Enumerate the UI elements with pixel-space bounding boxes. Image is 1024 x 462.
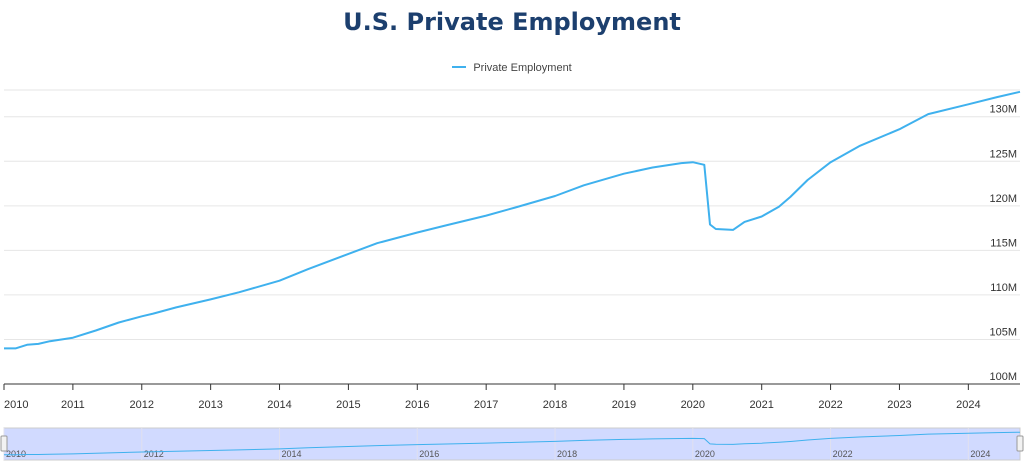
x-tick-label: 2020: [681, 399, 705, 411]
navigator-tick-label: 2024: [970, 449, 990, 459]
navigator-selection[interactable]: [3, 427, 1021, 461]
y-tick-label: 100M: [989, 371, 1017, 383]
x-tick-label: 2023: [887, 399, 911, 411]
x-tick-label: 2013: [198, 399, 222, 411]
gridlines: [4, 89, 1020, 340]
y-tick-label: 115M: [990, 237, 1017, 249]
series-layer: [4, 90, 1021, 350]
navigator-handle-left[interactable]: [0, 435, 8, 452]
navigator-tick-label: 2020: [695, 449, 715, 459]
y-tick-label: 130M: [989, 104, 1017, 116]
navigator[interactable]: 2010 2012 2014 2016 2018 2020 2022 2024: [0, 427, 1024, 461]
x-tick-label: 2022: [818, 399, 842, 411]
y-axis: 100M 105M 110M 115M 120M 125M 130M: [989, 104, 1017, 383]
chart-title: U.S. Private Employment: [343, 8, 681, 36]
navigator-tick-label: 2016: [419, 449, 439, 459]
navigator-tick-label: 2022: [833, 449, 853, 459]
x-tick-label: 2016: [405, 399, 429, 411]
y-tick-label: 125M: [989, 148, 1017, 160]
legend-label: Private Employment: [473, 62, 572, 74]
navigator-tick-label: 2010: [6, 449, 26, 459]
x-tick-label: 2010: [4, 399, 28, 411]
navigator-tick-label: 2018: [557, 449, 577, 459]
x-tick-label: 2021: [749, 399, 773, 411]
navigator-tick-label: 2012: [144, 449, 164, 459]
legend[interactable]: Private Employment: [0, 62, 1024, 74]
x-tick-label: 2011: [61, 399, 85, 411]
x-tick-label: 2024: [956, 399, 980, 411]
navigator-tick-label: 2014: [282, 449, 302, 459]
x-tick-label: 2015: [336, 399, 360, 411]
x-tick-label: 2017: [474, 399, 498, 411]
x-tick-label: 2018: [543, 399, 567, 411]
x-tick-label: 2014: [267, 399, 291, 411]
x-tick-label: 2019: [612, 399, 636, 411]
navigator-handle-right[interactable]: [1016, 435, 1024, 452]
x-axis: 2010 2011 2012 2013 2014 2015 2016 2017 2018 2019…: [3, 383, 1020, 411]
series-line-private-employment: [4, 90, 1021, 350]
navigator-series-line: [4, 431, 1021, 456]
y-tick-label: 105M: [989, 326, 1017, 338]
legend-swatch: [452, 66, 467, 69]
y-tick-label: 110M: [990, 282, 1017, 294]
x-tick-label: 2012: [130, 399, 154, 411]
y-tick-label: 120M: [989, 193, 1017, 205]
